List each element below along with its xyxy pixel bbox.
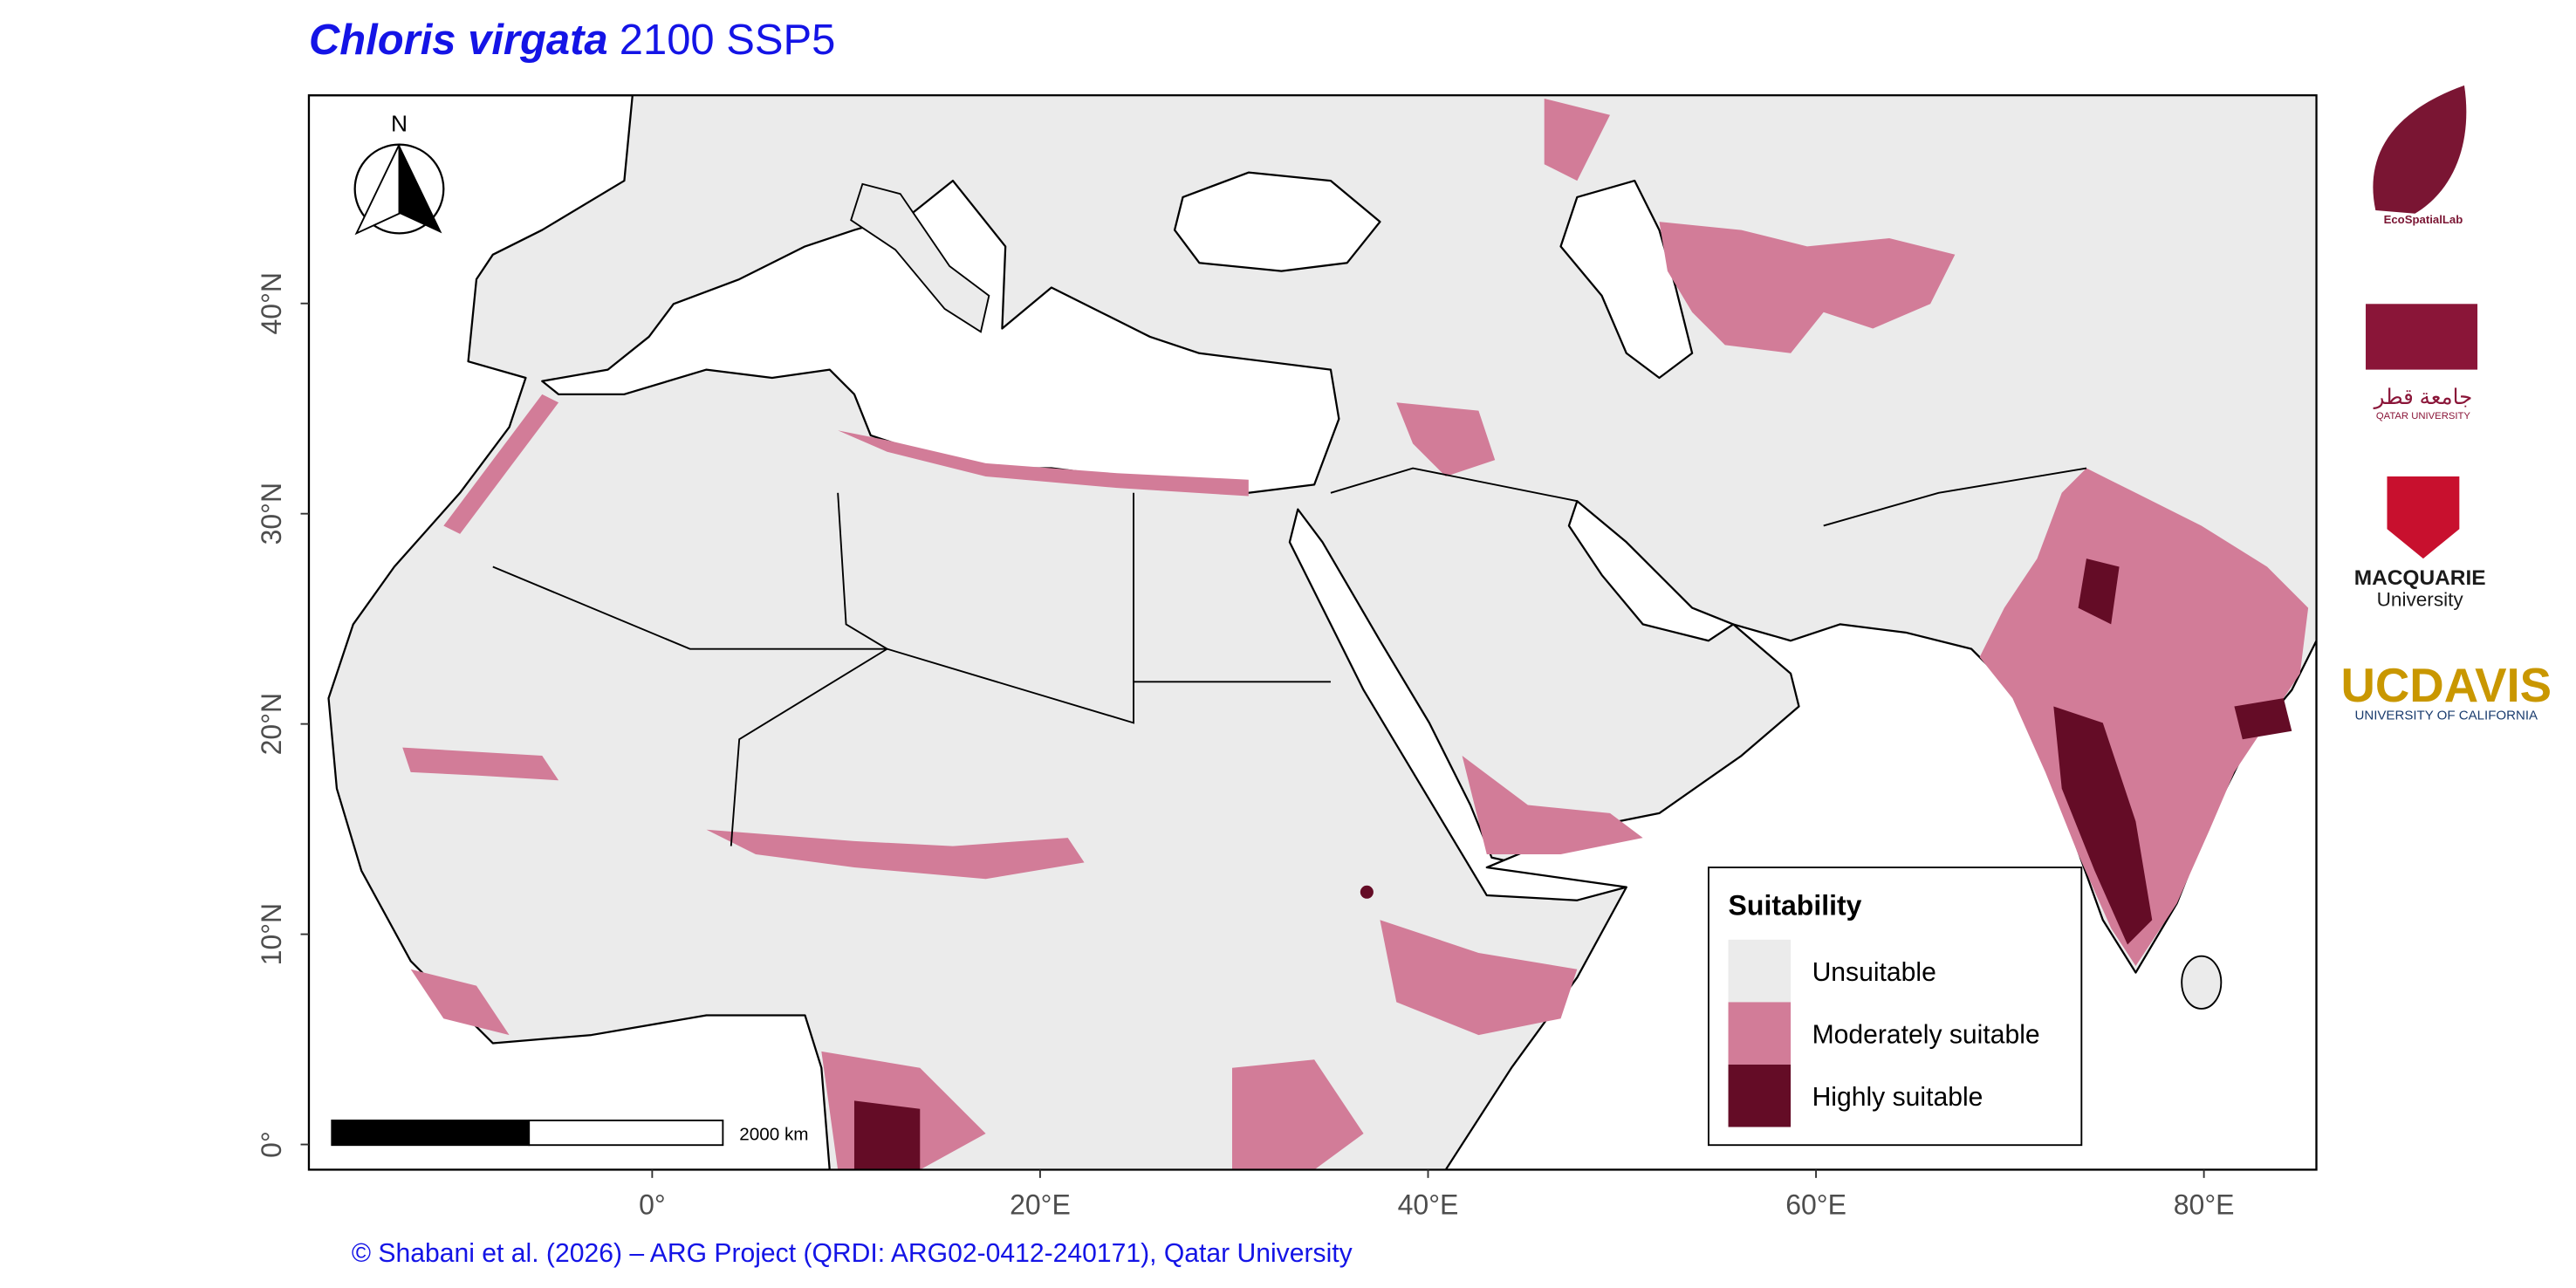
- x-tick-label: 20°E: [1010, 1189, 1071, 1220]
- x-tick-label: 60°E: [1785, 1189, 1846, 1220]
- legend-key: [1728, 1064, 1792, 1127]
- high-area: [1360, 885, 1374, 899]
- north-arrow: N: [353, 111, 445, 236]
- scale-bar-label: 2000 km: [739, 1125, 808, 1145]
- moderate-area: [410, 969, 510, 1036]
- moderate-area: [706, 829, 1085, 880]
- legend-label: Unsuitable: [1812, 958, 1936, 987]
- x-tick-label: 0°: [639, 1189, 666, 1220]
- x-tick-label: 40°E: [1398, 1189, 1459, 1220]
- y-tick-label: 30°N: [256, 483, 287, 545]
- persian-gulf: [1567, 500, 1735, 642]
- legend-title: Suitability: [1729, 890, 1862, 921]
- border: [1823, 467, 2087, 527]
- moderate-area: [1231, 1059, 1364, 1170]
- legend-label: Highly suitable: [1812, 1083, 1983, 1112]
- legend-label: Moderately suitable: [1812, 1020, 2040, 1049]
- scale-bar-black: [331, 1120, 531, 1147]
- high-area: [2078, 558, 2120, 625]
- scale-bar-white: [528, 1120, 724, 1147]
- map-frame: [307, 94, 2318, 1171]
- scale-bar: 2000 km: [331, 1120, 809, 1147]
- ecospatiallab-leaf: [2373, 85, 2467, 214]
- logo-text: UNIVERSITY OF CALIFORNIA: [2354, 709, 2538, 723]
- qu-emblem: [2366, 304, 2478, 370]
- logo-text: UCDAVIS: [2340, 659, 2552, 712]
- atlantic-ocean: [308, 95, 831, 1170]
- border: [730, 492, 889, 846]
- mediterranean-sea: [541, 179, 1340, 494]
- moderate-area: [838, 430, 1249, 497]
- logo-text: QATAR UNIVERSITY: [2376, 411, 2470, 421]
- moderate-area: [1544, 98, 1610, 182]
- legend-key: [1728, 1002, 1792, 1065]
- moderate-area: [1380, 920, 1578, 1036]
- north-arrow-right: [399, 144, 442, 234]
- black-sea: [1173, 171, 1381, 272]
- logo-text: جامعة قطر: [2374, 386, 2473, 409]
- y-tick-label: 20°N: [256, 693, 287, 756]
- sri-lanka: [2181, 955, 2223, 1010]
- caspian-sea: [1559, 179, 1694, 380]
- moderate-area: [1979, 468, 2309, 966]
- mq-shield: [2387, 476, 2460, 559]
- moderate-area: [1462, 756, 1643, 854]
- logo-text: University: [2377, 589, 2464, 611]
- border: [492, 565, 1331, 724]
- caption: © Shabani et al. (2026) – ARG Project (Q…: [352, 1239, 1353, 1268]
- logo-text: MACQUARIE: [2354, 566, 2486, 590]
- red-sea: [1288, 508, 1627, 901]
- map-title: Chloris virgata 2100 SSP5: [309, 17, 835, 64]
- y-tick-label: 40°N: [256, 272, 287, 335]
- x-tick-label: 80°E: [2174, 1189, 2235, 1220]
- north-label: N: [391, 111, 408, 137]
- high-area: [853, 1100, 921, 1170]
- italy: [850, 182, 990, 333]
- logos: EcoSpatialLab جامعة قطر QATAR UNIVERSITY…: [2340, 85, 2552, 723]
- moderate-area: [1396, 402, 1496, 476]
- species-name: Chloris virgata: [309, 17, 608, 64]
- scenario: 2100 SSP5: [620, 17, 836, 64]
- y-tick-label: 0°: [256, 1131, 287, 1158]
- moderate-area: [402, 747, 559, 781]
- y-tick-label: 10°N: [256, 903, 287, 966]
- high-area: [2234, 698, 2292, 740]
- legend: Suitability Unsuitable Moderately suitabl…: [1708, 867, 2083, 1147]
- logo-text: EcoSpatialLab: [2384, 213, 2463, 226]
- moderate-area: [1659, 222, 1956, 353]
- moderate-area: [443, 394, 559, 534]
- high-area: [2053, 706, 2153, 945]
- border: [1330, 467, 1578, 503]
- legend-key: [1728, 939, 1792, 1003]
